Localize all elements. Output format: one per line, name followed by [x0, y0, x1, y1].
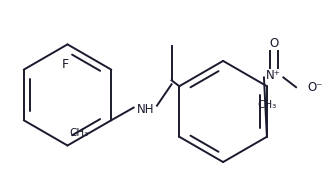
- Text: O: O: [269, 37, 278, 50]
- Text: N⁺: N⁺: [266, 69, 281, 82]
- Text: NH: NH: [137, 103, 154, 116]
- Text: F: F: [62, 58, 69, 71]
- Text: CH₃: CH₃: [257, 100, 276, 110]
- Text: O⁻: O⁻: [308, 81, 323, 94]
- Text: CH₃: CH₃: [69, 128, 89, 138]
